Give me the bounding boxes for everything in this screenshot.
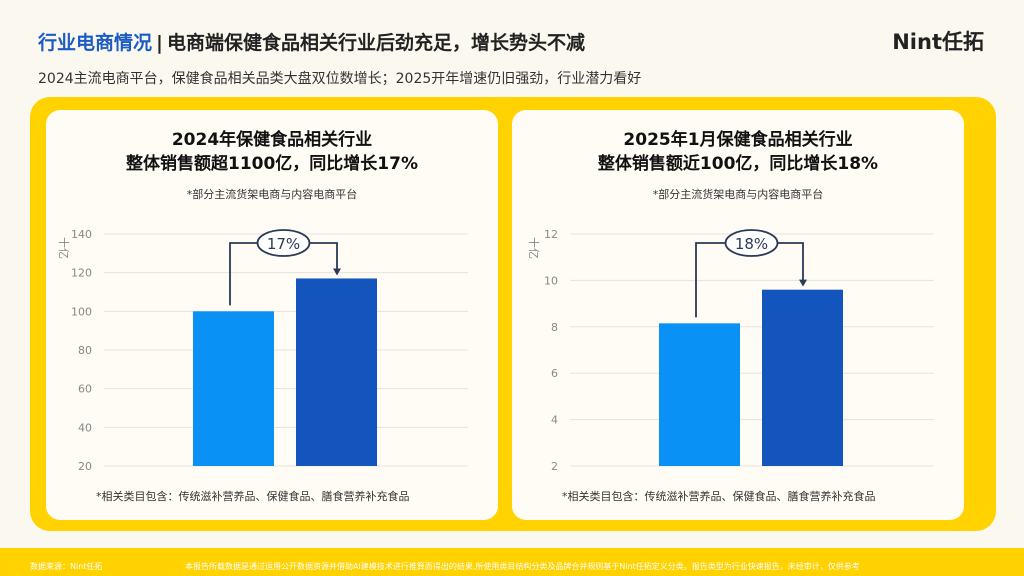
chart-card-2024: 20 40 60 80 100 120 140 十亿 17% 2024年保健食品相关行业整体销售…: [46, 110, 498, 520]
logo: Nint任拓: [892, 30, 984, 54]
growth-arrowhead: [799, 279, 807, 287]
y-tick-label: 20: [78, 460, 92, 473]
chart-title: 2025年1月保健食品相关行业整体销售额近100亿，同比增长18%: [512, 128, 964, 176]
footer-source: 数据来源：Nint任拓: [30, 562, 103, 571]
title-text: 电商端保健食品相关行业后劲充足，增长势头不减: [166, 32, 585, 54]
y-tick-label: 40: [78, 421, 92, 434]
chart-title-line2: 整体销售额超1100亿，同比增长17%: [125, 154, 418, 174]
growth-label: 17%: [267, 235, 300, 253]
footer-band: [0, 548, 1024, 576]
chart-title-line1: 2025年1月保健食品相关行业: [623, 130, 853, 150]
footer-disclaimer: 本报告所载数据是通过运用公开数据资源并借助AI建模技术进行推算而得出的结果,所使…: [185, 562, 860, 571]
chart-title-line1: 2024年保健食品相关行业: [171, 130, 373, 150]
y-tick-label: 80: [78, 344, 92, 357]
growth-label: 18%: [735, 235, 768, 253]
y-axis-label: 十亿: [57, 237, 71, 259]
y-tick-label: 2: [551, 460, 558, 473]
chart-footnote: *相关类目包含：传统滋补营养品、保健食品、膳食营养补充食品: [96, 490, 410, 503]
chart-footnote: *相关类目包含：传统滋补营养品、保健食品、膳食营养补充食品: [562, 490, 876, 503]
chart-note: *部分主流货架电商与内容电商平台: [652, 188, 824, 201]
page-title: 行业电商情况 | 电商端保健食品相关行业后劲充足，增长势头不减: [38, 28, 585, 55]
y-axis-label: 十亿: [527, 237, 541, 259]
y-tick-label: 140: [71, 228, 92, 241]
y-tick-label: 6: [551, 367, 558, 380]
y-tick-label: 120: [71, 267, 92, 280]
title-highlight: 行业电商情况: [38, 32, 153, 54]
y-tick-label: 4: [551, 414, 558, 427]
bar-previous: [193, 311, 274, 466]
growth-arrowhead: [333, 268, 341, 276]
subtitle: 2024主流电商平台，保健食品相关品类大盘双位数增长；2025开年增速仍旧强劲，…: [38, 71, 642, 87]
growth-badge: [256, 229, 311, 257]
chart-note: *部分主流货架电商与内容电商平台: [186, 188, 358, 201]
y-tick-label: 100: [71, 305, 92, 318]
y-tick-label: 10: [544, 274, 558, 287]
chart-title: 2024年保健食品相关行业整体销售额超1100亿，同比增长17%: [46, 128, 498, 176]
bar-current: [296, 278, 377, 466]
bar-current: [762, 289, 843, 466]
growth-badge: [724, 229, 779, 257]
y-tick-label: 12: [544, 228, 558, 241]
y-tick-label: 60: [78, 383, 92, 396]
chart-card-2025-jan: 2 4 6 8 10 12 十亿 18% 2025年1月保健食品相关行业整体销售额近100亿，…: [512, 110, 964, 520]
chart-title-line2: 整体销售额近100亿，同比增长18%: [597, 154, 879, 174]
bar-previous: [659, 323, 740, 466]
y-tick-label: 8: [551, 321, 558, 334]
title-separator: |: [156, 32, 163, 54]
